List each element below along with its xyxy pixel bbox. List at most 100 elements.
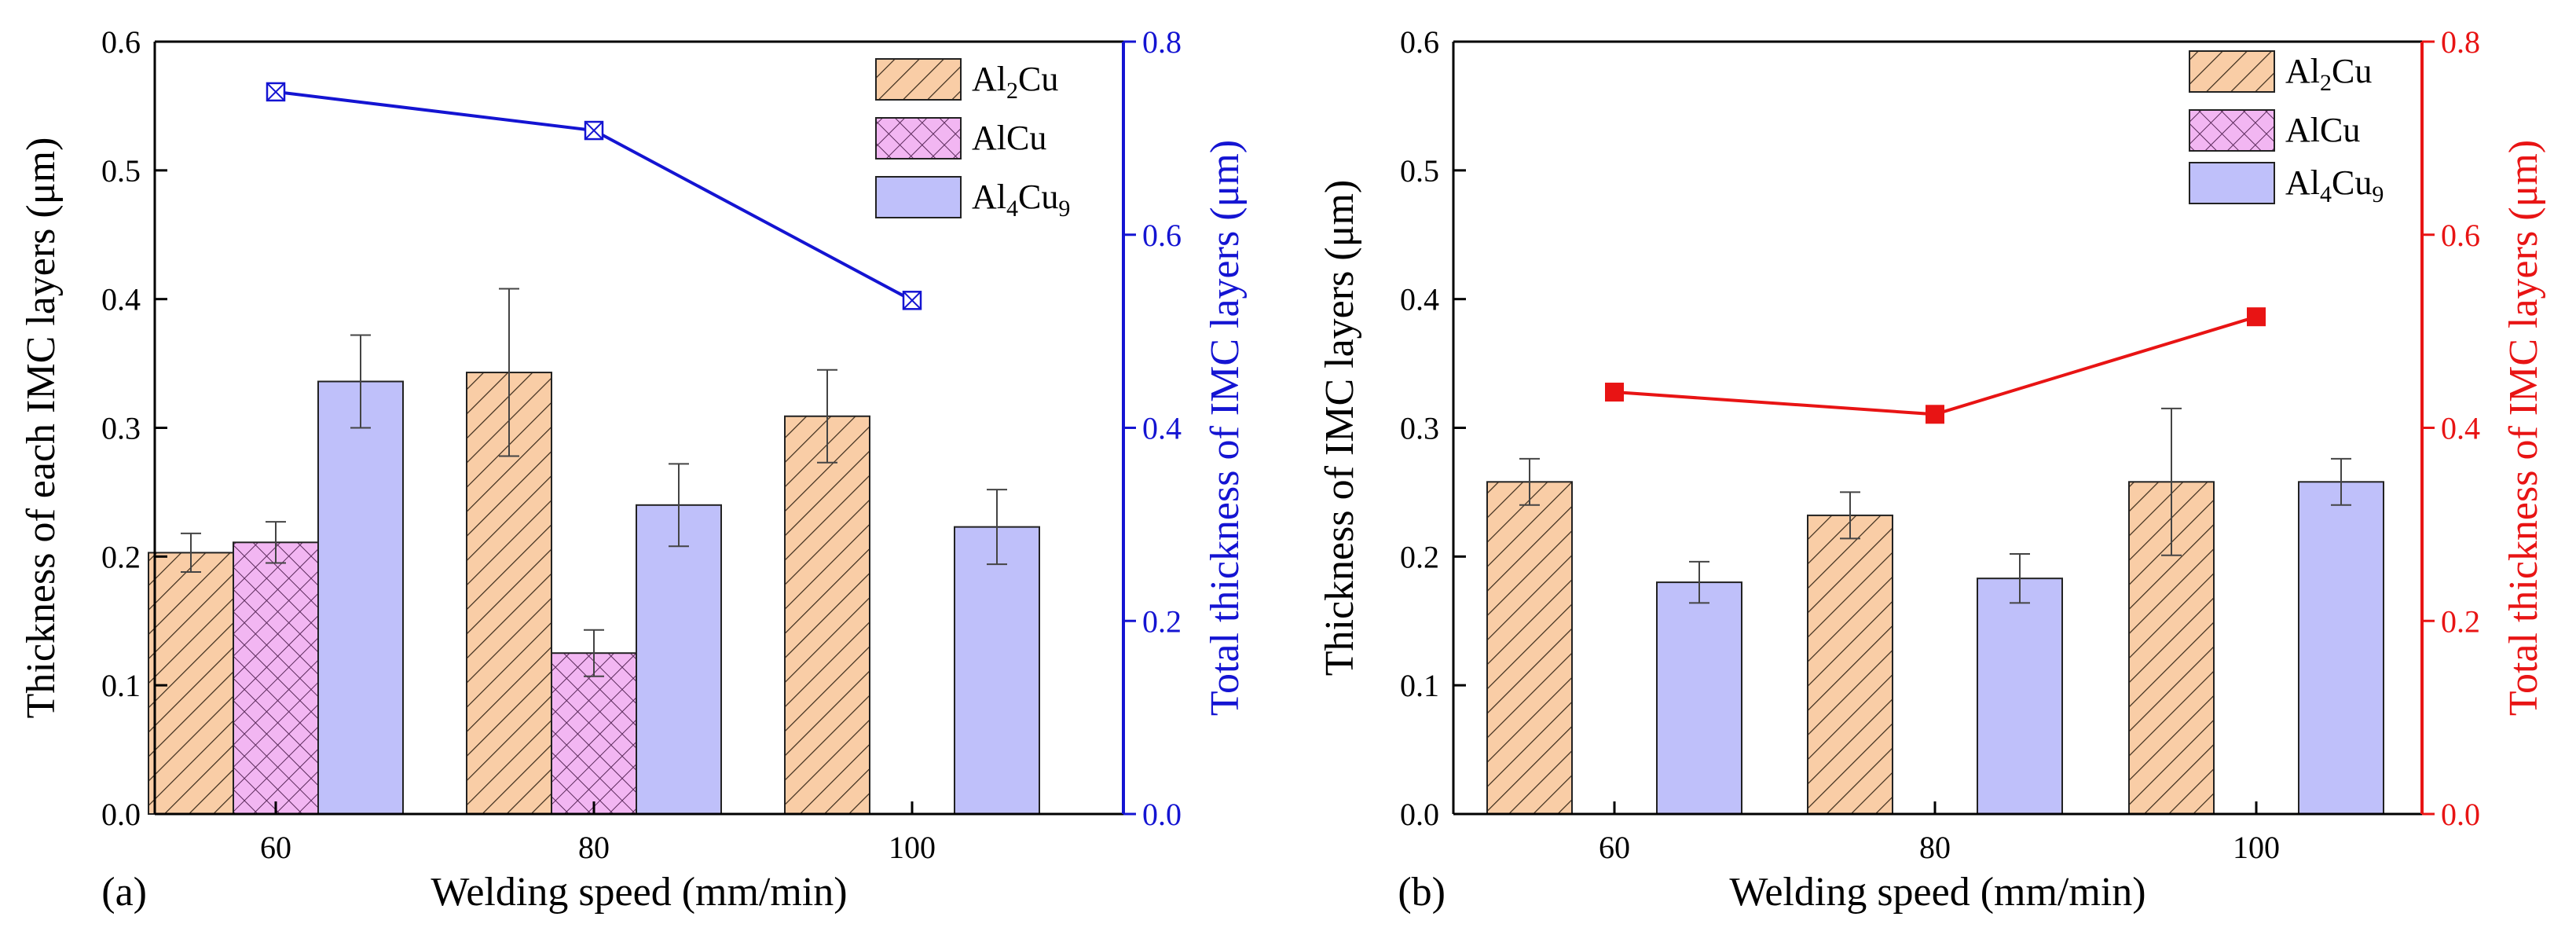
error-bar-al2cu-60 [181,532,201,573]
marker-cross-b [903,291,922,310]
x-tick-label: 100 [2233,830,2280,865]
y2-tick-label: 0.0 [1142,797,1182,832]
y2-tick-label: 0.2 [2441,603,2480,639]
y-tick-label: 0.4 [1400,282,1439,317]
legend-label-al4cu9: Al4Cu9 [2285,163,2384,207]
legend-subscript: 9 [2372,182,2384,207]
x-tick-label: 60 [260,830,291,865]
panel-label: (b) [1398,870,1446,915]
legend-text: AlCu [972,119,1046,157]
y2-tick-label: 0.6 [1142,218,1182,253]
marker-cross-b [584,121,603,140]
x-tick-label: 100 [889,830,936,865]
error-bar-al2cu-100 [817,368,837,464]
total-marker-80 [1926,405,1944,424]
legend-subscript: 4 [1006,196,1018,222]
y2-tick-label: 0.4 [1142,411,1182,446]
error-bar-al2cu-100 [2161,407,2182,556]
y2-tick-label: 0.4 [2441,411,2480,446]
x-axis-title: Welding speed (mm/min) [431,870,847,915]
square-marker [1926,405,1944,424]
y-tick-label: 0.6 [101,24,141,60]
y-tick-label: 0.5 [1400,153,1439,189]
legend-text: Al [972,60,1006,98]
total-marker-80 [584,120,604,141]
y-axis-title: Thickness of each IMC layers (μm) [19,138,64,719]
legend-subscript: 9 [1058,196,1070,222]
y2-tick-label: 0.2 [1142,603,1182,639]
total-marker-60 [266,82,286,102]
y-tick-label: 0.1 [101,668,141,703]
legend-text: Cu [1018,60,1058,98]
bar-alcu-60 [233,541,319,815]
legend-swatch-al2cu [875,58,962,101]
y2-tick-label: 0.8 [2441,24,2480,60]
bar-al2cu-60 [148,552,234,815]
error-bar-alcu-80 [584,629,604,677]
bar-al4cu9-80 [1977,578,2063,815]
legend-subscript: 2 [1006,78,1018,104]
y-tick-label: 0.3 [1400,411,1439,446]
legend-text: Cu [1018,178,1058,216]
marker-cross-b [266,82,285,101]
y2-axis-title: Total thickness of IMC layers (μm) [2501,140,2546,716]
y-tick-label: 0.2 [101,539,141,574]
bar-al4cu9-60 [317,380,404,815]
panel-a: 0.0 0.1 0.2 0.3 0.4 0.5 0.6 0.0 0.2 0.4 0.6 0.8 60 80… [19,24,1248,915]
bar-al4cu9-100 [954,526,1040,815]
square-marker [1605,383,1624,402]
legend-text: Al [2285,163,2320,202]
legend-swatch-al4cu9 [2189,162,2275,204]
total-thickness-line [1614,315,2257,416]
x-tick-label: 80 [1919,830,1951,865]
bar-al2cu-60 [1486,481,1573,815]
y-axis-title: Thickness of IMC layers (μm) [1317,180,1362,676]
legend-swatch-al2cu [2189,50,2275,93]
bar-al2cu-100 [784,415,870,815]
error-bar-al2cu-80 [1840,491,1860,540]
error-bar-al2cu-60 [1519,457,1540,506]
legend-label-al2cu: Al2Cu [972,60,1058,104]
error-bar-alcu-60 [266,521,286,564]
error-bar-al4cu9-60 [1689,560,1709,604]
y-tick-label: 0.5 [101,153,141,189]
legend-subscript: 2 [2320,70,2332,96]
total-marker-100 [2247,307,2266,327]
legend-swatch-alcu [2189,109,2275,152]
square-marker [2247,307,2266,327]
x-axis-title: Welding speed (mm/min) [1729,870,2145,915]
legend-text: Al [972,178,1006,216]
bar-al2cu-80 [1807,514,1893,815]
y-tick-label: 0.4 [101,282,141,317]
y-tick-label: 0.0 [101,797,141,832]
legend-swatch-alcu [875,117,962,160]
y-tick-label: 0.3 [101,411,141,446]
y2-tick-label: 0.6 [2441,218,2480,253]
bar-alcu-80 [551,652,637,815]
x-tick-label: 80 [578,830,610,865]
panel-b: 0.0 0.1 0.2 0.3 0.4 0.5 0.6 0.0 0.2 0.4 0.6 0.8 60 80… [1317,24,2546,915]
error-bar-al4cu9-100 [2331,457,2351,506]
y-tick-label: 0.1 [1400,668,1439,703]
legend-label-al4cu9: Al4Cu9 [972,178,1070,222]
legend-text: Al [2285,52,2320,90]
total-marker-60 [1605,383,1624,402]
panel-label: (a) [101,870,147,915]
y-tick-label: 0.2 [1400,539,1439,574]
bar-al4cu9-60 [1656,581,1742,815]
y-tick-label: 0.0 [1400,797,1439,832]
legend-label-alcu: AlCu [972,119,1046,157]
error-bar-al2cu-80 [499,288,519,457]
legend-text: AlCu [2285,111,2360,149]
y2-tick-label: 0.0 [2441,797,2480,832]
bar-al4cu9-80 [636,504,722,815]
error-bar-al4cu9-60 [350,334,371,429]
y2-axis-title: Total thickness of IMC layers (μm) [1203,140,1248,716]
legend-subscript: 4 [2320,182,2332,207]
bar-al4cu9-100 [2298,481,2384,815]
legend-text: Cu [2332,52,2372,90]
error-bar-al4cu9-80 [2010,553,2030,604]
